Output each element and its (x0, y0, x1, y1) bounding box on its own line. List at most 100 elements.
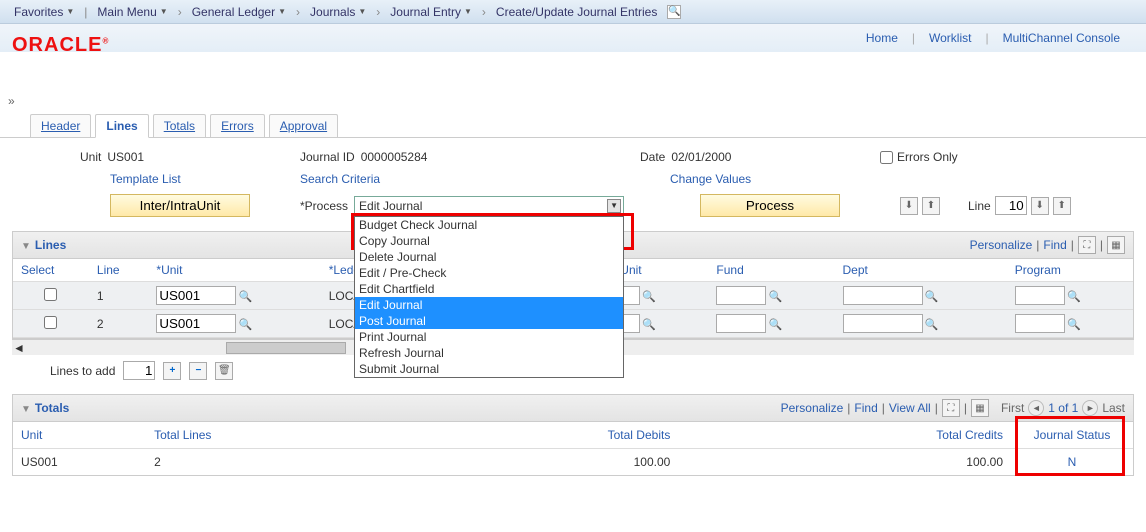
personalize-link[interactable]: Personalize (970, 238, 1033, 252)
delete-icon[interactable]: 🗑 (215, 362, 233, 380)
fund-input[interactable] (716, 314, 766, 333)
crumb-journals[interactable]: Journals▼ (304, 5, 372, 19)
top-links-bar: Home| Worklist| MultiChannel Console (0, 24, 1146, 52)
program-input[interactable] (1015, 286, 1065, 305)
crumb-journal-entry[interactable]: Journal Entry▼ (384, 5, 478, 19)
lines-to-add-input[interactable] (123, 361, 155, 380)
prev-icon[interactable]: ◄ (1028, 400, 1044, 416)
tab-header[interactable]: Header (30, 114, 91, 137)
lookup-icon[interactable]: 🔍 (642, 318, 656, 332)
process-dropdown[interactable]: Edit Journal ▼ Budget Check JournalCopy … (354, 196, 624, 216)
unit-input[interactable] (156, 286, 236, 305)
scroll-up-icon[interactable]: ⬆ (1053, 197, 1071, 215)
lookup-icon[interactable]: 🔍 (238, 290, 252, 304)
collapse-icon[interactable]: ▼ (21, 241, 31, 252)
last-label[interactable]: Last (1102, 401, 1125, 415)
lookup-icon[interactable]: 🔍 (238, 318, 252, 332)
col-unit[interactable]: Unit (13, 422, 146, 449)
home-link[interactable]: Home (860, 31, 904, 45)
first-label[interactable]: First (1001, 401, 1024, 415)
change-values-link[interactable]: Change Values (670, 172, 751, 186)
process-option[interactable]: Edit Chartfield (355, 281, 623, 297)
lines-column-header[interactable]: Line (89, 259, 149, 282)
mcc-link[interactable]: MultiChannel Console (997, 31, 1126, 45)
lines-column-header[interactable]: Select (13, 259, 89, 282)
process-option[interactable]: Budget Check Journal (355, 217, 623, 233)
crumb-sep: › (292, 5, 304, 19)
crumb-create-update[interactable]: Create/Update Journal Entries (490, 5, 663, 19)
process-option[interactable]: Edit Journal (355, 297, 623, 313)
chevron-down-icon: ▼ (358, 7, 366, 16)
lookup-icon[interactable]: 🔍 (1067, 318, 1081, 332)
zoom-icon[interactable]: ⛶ (942, 399, 960, 417)
scroll-up-icon[interactable]: ⬆ (922, 197, 940, 215)
lookup-icon[interactable]: 🔍 (925, 290, 939, 304)
worklist-link[interactable]: Worklist (923, 31, 977, 45)
process-option[interactable]: Delete Journal (355, 249, 623, 265)
row-select-checkbox[interactable] (44, 288, 57, 301)
lines-column-header[interactable]: Program (1007, 259, 1133, 282)
dept-input[interactable] (843, 286, 923, 305)
next-icon[interactable]: ► (1082, 400, 1098, 416)
breadcrumb-search-icon[interactable]: 🔍 (667, 5, 681, 19)
add-row-button[interactable]: + (163, 362, 181, 380)
process-dropdown-list[interactable]: Budget Check JournalCopy JournalDelete J… (354, 216, 624, 378)
lookup-icon[interactable]: 🔍 (768, 318, 782, 332)
zoom-icon[interactable]: ⛶ (1078, 236, 1096, 254)
crumb-sep: › (174, 5, 186, 19)
inter-intra-button[interactable]: Inter/IntraUnit (110, 194, 250, 217)
errors-only-checkbox[interactable] (880, 151, 893, 164)
scroll-down-icon[interactable]: ⬇ (1031, 197, 1049, 215)
tab-approval[interactable]: Approval (269, 114, 338, 137)
row-line-number: 1 (89, 282, 149, 310)
col-journal-status[interactable]: Journal Status (1011, 422, 1133, 449)
process-option[interactable]: Submit Journal (355, 361, 623, 377)
line-label: Line (968, 199, 991, 213)
view-all-link[interactable]: View All (889, 401, 931, 415)
remove-row-button[interactable]: − (189, 362, 207, 380)
col-total-debits[interactable]: Total Debits (346, 422, 679, 449)
lookup-icon[interactable]: 🔍 (642, 290, 656, 304)
tab-errors[interactable]: Errors (210, 114, 265, 137)
process-option[interactable]: Copy Journal (355, 233, 623, 249)
collapse-icon[interactable]: ▼ (21, 404, 31, 415)
col-total-lines[interactable]: Total Lines (146, 422, 346, 449)
chevron-down-icon[interactable]: ▼ (607, 199, 621, 213)
journal-status-link[interactable]: N (1068, 455, 1077, 469)
fund-input[interactable] (716, 286, 766, 305)
process-option[interactable]: Print Journal (355, 329, 623, 345)
scroll-down-icon[interactable]: ⬇ (900, 197, 918, 215)
scrollbar-thumb[interactable] (226, 342, 346, 354)
lines-column-header[interactable]: *Unit (148, 259, 320, 282)
find-link[interactable]: Find (1043, 238, 1066, 252)
line-number-input[interactable] (995, 196, 1027, 215)
unit-input[interactable] (156, 314, 236, 333)
unit-value: US001 (107, 150, 144, 164)
tab-totals[interactable]: Totals (153, 114, 206, 137)
process-option[interactable]: Edit / Pre-Check (355, 265, 623, 281)
grid-icon[interactable]: ▦ (971, 399, 989, 417)
personalize-link[interactable]: Personalize (781, 401, 844, 415)
process-option[interactable]: Post Journal (355, 313, 623, 329)
row-select-checkbox[interactable] (44, 316, 57, 329)
lines-to-add-label: Lines to add (50, 364, 115, 378)
lookup-icon[interactable]: 🔍 (768, 290, 782, 304)
find-link[interactable]: Find (854, 401, 877, 415)
grid-icon[interactable]: ▦ (1107, 236, 1125, 254)
process-option[interactable]: Refresh Journal (355, 345, 623, 361)
lookup-icon[interactable]: 🔍 (1067, 290, 1081, 304)
favorites-menu[interactable]: Favorites▼ (8, 5, 80, 19)
program-input[interactable] (1015, 314, 1065, 333)
dept-input[interactable] (843, 314, 923, 333)
main-menu[interactable]: Main Menu▼ (91, 5, 173, 19)
tab-lines[interactable]: Lines (95, 114, 148, 138)
lines-column-header[interactable]: Fund (708, 259, 834, 282)
process-button[interactable]: Process (700, 194, 840, 217)
template-list-link[interactable]: Template List (110, 172, 181, 186)
search-criteria-link[interactable]: Search Criteria (300, 172, 380, 186)
col-total-credits[interactable]: Total Credits (678, 422, 1011, 449)
lookup-icon[interactable]: 🔍 (925, 318, 939, 332)
crumb-general-ledger[interactable]: General Ledger▼ (186, 5, 292, 19)
lines-column-header[interactable]: Dept (835, 259, 1007, 282)
expand-toggle[interactable]: » (0, 92, 1146, 110)
